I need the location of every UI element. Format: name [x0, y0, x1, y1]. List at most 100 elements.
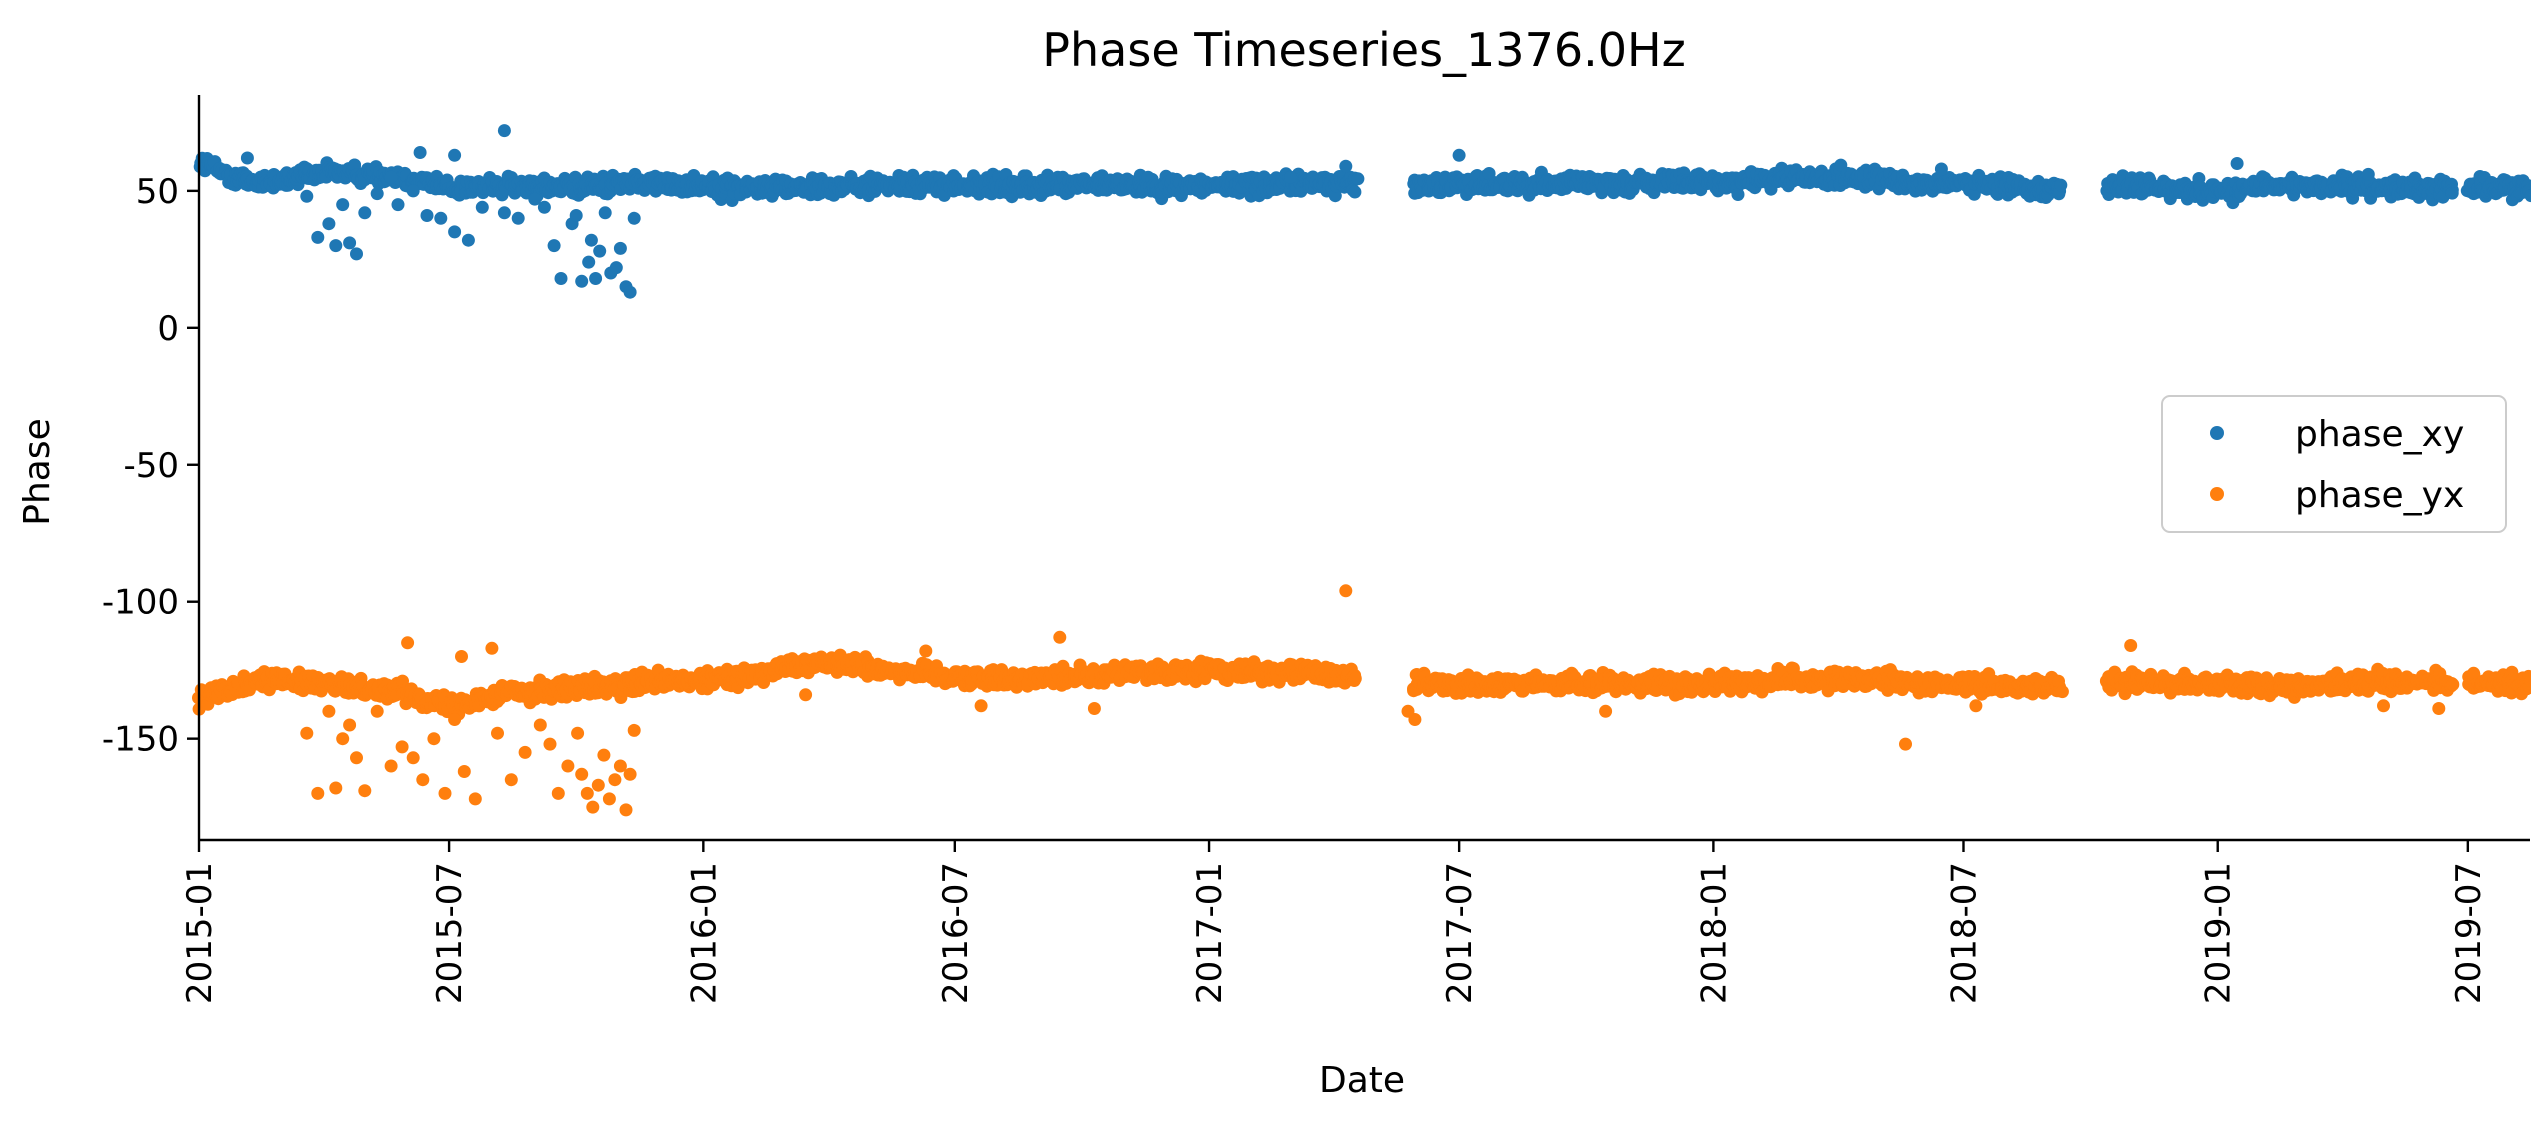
- data-point: [336, 198, 349, 211]
- data-point: [421, 209, 434, 222]
- x-tick-label: 2016-01: [684, 862, 724, 1004]
- data-point: [358, 206, 371, 219]
- data-point: [407, 184, 420, 197]
- data-point: [1935, 163, 1948, 176]
- data-point: [358, 784, 371, 797]
- data-point: [2362, 168, 2375, 181]
- y-tick-label: 50: [136, 172, 179, 212]
- data-point: [555, 272, 568, 285]
- data-point: [570, 209, 583, 222]
- data-point: [624, 768, 637, 781]
- x-tick-label: 2019-07: [2449, 862, 2489, 1004]
- data-point: [2231, 157, 2244, 170]
- data-point: [300, 190, 313, 203]
- data-point: [2124, 639, 2137, 652]
- x-tick-label: 2016-07: [936, 862, 976, 1004]
- data-point: [548, 239, 561, 252]
- data-point: [597, 749, 610, 762]
- y-tick-label: -150: [102, 720, 179, 760]
- data-point: [300, 727, 313, 740]
- data-point: [241, 152, 254, 165]
- data-point: [448, 713, 461, 726]
- data-point: [498, 124, 511, 137]
- data-point: [620, 803, 633, 816]
- legend-label-phase-xy: phase_xy: [2295, 414, 2464, 455]
- legend: phase_xy phase_yx: [2162, 396, 2506, 532]
- data-point: [329, 782, 342, 795]
- data-point: [1339, 584, 1352, 597]
- data-point: [350, 751, 363, 764]
- data-point: [485, 642, 498, 655]
- data-point: [385, 760, 398, 773]
- data-point: [628, 724, 641, 737]
- data-point: [448, 225, 461, 238]
- data-point: [1453, 149, 1466, 162]
- data-point: [799, 688, 812, 701]
- legend-label-phase-yx: phase_yx: [2295, 475, 2464, 516]
- data-point: [593, 245, 606, 258]
- data-point: [311, 787, 324, 800]
- data-point: [592, 779, 605, 792]
- data-point: [322, 217, 335, 230]
- data-point: [407, 751, 420, 764]
- y-tick-label: -50: [123, 446, 179, 486]
- data-point: [322, 705, 335, 718]
- data-point: [585, 234, 598, 247]
- data-point: [599, 206, 612, 219]
- data-point: [610, 261, 623, 274]
- y-tick-label: 0: [157, 309, 179, 349]
- data-point: [498, 206, 511, 219]
- data-point: [505, 773, 518, 786]
- data-point: [1053, 631, 1066, 644]
- data-point: [343, 236, 356, 249]
- data-point: [416, 773, 429, 786]
- data-point: [614, 242, 627, 255]
- data-point: [512, 212, 525, 225]
- data-point: [1969, 699, 1982, 712]
- data-point: [476, 201, 489, 214]
- data-point: [462, 234, 475, 247]
- data-point: [534, 719, 547, 732]
- data-point: [336, 732, 349, 745]
- data-point: [343, 719, 356, 732]
- data-point: [1732, 188, 1745, 201]
- data-point: [575, 275, 588, 288]
- data-point: [608, 773, 621, 786]
- data-point: [1339, 160, 1352, 173]
- phase-timeseries-chart: Phase Timeseries_1376.0Hz 50 0 -50 -100 -150…: [0, 0, 2531, 1124]
- data-point: [329, 239, 342, 252]
- data-point: [544, 738, 557, 751]
- data-point: [975, 699, 988, 712]
- data-point: [392, 198, 405, 211]
- data-point: [458, 765, 471, 778]
- y-axis-title: Phase: [17, 418, 58, 526]
- data-point: [571, 727, 584, 740]
- data-point: [628, 212, 641, 225]
- legend-marker-phase-xy: [2210, 426, 2224, 440]
- x-tick-label: 2015-07: [430, 862, 470, 1004]
- data-point: [448, 149, 461, 162]
- data-point: [624, 286, 637, 299]
- data-point: [2446, 678, 2459, 691]
- data-point: [1349, 672, 1362, 685]
- x-tick-label: 2018-07: [1944, 862, 1984, 1004]
- data-point: [919, 645, 932, 658]
- data-point: [371, 705, 384, 718]
- data-point: [455, 650, 468, 663]
- data-point: [519, 746, 532, 759]
- data-point: [581, 787, 594, 800]
- data-point: [350, 247, 363, 260]
- x-tick-label: 2018-01: [1694, 862, 1734, 1004]
- y-tick-label: -100: [102, 583, 179, 623]
- data-point: [2446, 187, 2459, 200]
- chart-title: Phase Timeseries_1376.0Hz: [1042, 23, 1685, 77]
- x-tick-label: 2019-01: [2199, 862, 2239, 1004]
- data-point: [589, 272, 602, 285]
- data-point: [1351, 172, 1364, 185]
- data-point: [1899, 738, 1912, 751]
- x-tick-label: 2015-01: [180, 862, 220, 1004]
- data-point: [311, 231, 324, 244]
- data-point: [1284, 171, 1297, 184]
- data-point: [1599, 705, 1612, 718]
- data-point: [469, 792, 482, 805]
